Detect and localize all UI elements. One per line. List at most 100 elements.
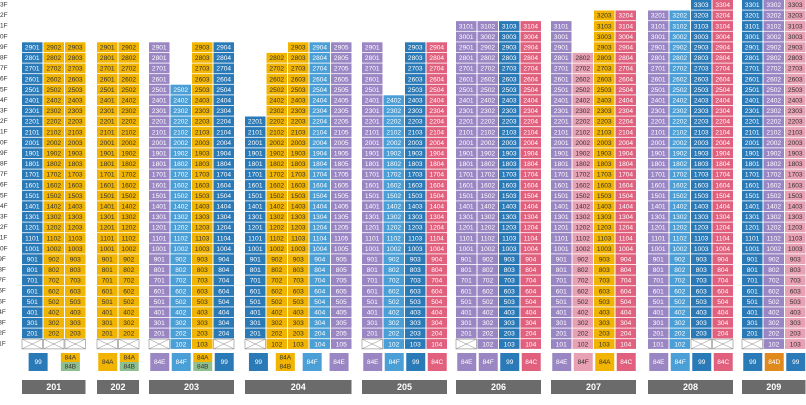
unit-label: 3303 xyxy=(694,2,709,9)
unit-cell xyxy=(288,63,309,74)
floor-label: 26F xyxy=(0,76,8,83)
building-label: 206 xyxy=(491,382,506,392)
unit-label: 1803 xyxy=(195,161,210,168)
unit-label: 3103 xyxy=(694,23,709,30)
unit-type-box xyxy=(595,353,615,371)
unit-cell xyxy=(426,307,447,318)
unit-label: 201 xyxy=(154,331,165,338)
unit-cell xyxy=(572,74,593,84)
unit-cell xyxy=(742,222,763,233)
unit-label: 2902 xyxy=(766,44,781,51)
unit-cell xyxy=(149,201,170,212)
unit-cell xyxy=(520,74,541,84)
unit-cell xyxy=(477,296,498,307)
unit-cell xyxy=(362,307,383,318)
unit-label: 3203 xyxy=(788,13,803,20)
unit-cell xyxy=(362,275,383,286)
unit-cell xyxy=(615,222,636,233)
unit-type-box xyxy=(384,353,404,371)
unit-label: 1402 xyxy=(480,203,495,210)
unit-cell xyxy=(362,254,383,265)
unit-cell xyxy=(785,158,806,169)
unit-label: 1803 xyxy=(291,161,306,168)
unit-label: 3102 xyxy=(672,23,687,30)
unit-label: 1003 xyxy=(291,246,306,253)
unit-label: 1503 xyxy=(597,193,612,200)
unit-label: 1802 xyxy=(672,161,687,168)
unit-cell xyxy=(118,243,139,254)
unit-cell xyxy=(572,127,593,137)
unit-label: 2002 xyxy=(672,140,687,147)
unit-cell xyxy=(331,52,352,63)
unit-label: 302 xyxy=(123,320,134,327)
unit-label: 501 xyxy=(653,299,664,306)
unit-label: 2704 xyxy=(618,66,633,73)
unit-cell xyxy=(499,190,520,201)
unit-cell xyxy=(118,169,139,180)
unit-cell xyxy=(170,190,191,201)
unit-label: 1804 xyxy=(715,161,730,168)
unit-label: 1602 xyxy=(672,182,687,189)
unit-label: 1001 xyxy=(152,246,167,253)
unit-label: 2404 xyxy=(312,97,327,104)
unit-cell xyxy=(742,42,763,53)
unit-cell xyxy=(213,307,234,318)
unit-cell xyxy=(499,275,520,286)
unit-label: 2404 xyxy=(216,97,231,104)
unit-cell xyxy=(426,116,447,127)
unit-cell xyxy=(691,137,712,148)
unit-cell xyxy=(477,317,498,328)
unit-label: 104 xyxy=(314,341,325,348)
unit-cell xyxy=(22,74,43,84)
unit-label: 2004 xyxy=(216,140,231,147)
unit-cell xyxy=(192,243,213,254)
unit-cell xyxy=(213,105,234,116)
unit-label: 2101 xyxy=(745,129,760,136)
unit-label: 702 xyxy=(48,278,59,285)
unit-cell xyxy=(118,84,139,95)
unit-label: 1101 xyxy=(365,235,380,242)
unit-label: 602 xyxy=(271,288,282,295)
unit-label: 1801 xyxy=(248,161,263,168)
unit-cell xyxy=(648,84,669,95)
unit-cell xyxy=(97,74,118,84)
unit-cell xyxy=(426,84,447,95)
unit-label: 1401 xyxy=(745,203,760,210)
unit-cell xyxy=(288,211,309,222)
unit-label: 2704 xyxy=(216,66,231,73)
unit-cell xyxy=(266,148,287,159)
unit-label: 2802 xyxy=(766,55,781,62)
unit-label: 1201 xyxy=(459,225,474,232)
unit-label: 901 xyxy=(461,256,472,263)
unit-cell xyxy=(22,243,43,254)
unit-label: 503 xyxy=(197,299,208,306)
unit-cell xyxy=(691,95,712,106)
unit-label: 2202 xyxy=(173,119,188,126)
unit-label: 902 xyxy=(271,256,282,263)
unit-cell xyxy=(170,328,191,339)
unit-cell xyxy=(669,307,690,318)
unit-label: 1303 xyxy=(694,214,709,221)
unit-label: 804 xyxy=(314,267,325,274)
unit-label: 604 xyxy=(717,288,728,295)
unit-label: 2304 xyxy=(523,108,538,115)
unit-label: 403 xyxy=(293,309,304,316)
unit-cell xyxy=(499,180,520,190)
unit-cell xyxy=(405,74,426,84)
unit-label: 1602 xyxy=(766,182,781,189)
unit-label: 902 xyxy=(482,256,493,263)
unit-cell xyxy=(742,286,763,296)
unit-label: 2704 xyxy=(312,66,327,73)
unit-label: 2003 xyxy=(195,140,210,147)
unit-label: 901 xyxy=(102,256,113,263)
unit-cell xyxy=(712,105,733,116)
unit-label: 3203 xyxy=(597,13,612,20)
unit-cell xyxy=(213,52,234,63)
unit-label: 2102 xyxy=(480,129,495,136)
unit-cell xyxy=(118,74,139,84)
unit-cell xyxy=(520,254,541,265)
unit-cell xyxy=(691,52,712,63)
unit-label: 1103 xyxy=(195,235,210,242)
unit-cell xyxy=(149,84,170,95)
